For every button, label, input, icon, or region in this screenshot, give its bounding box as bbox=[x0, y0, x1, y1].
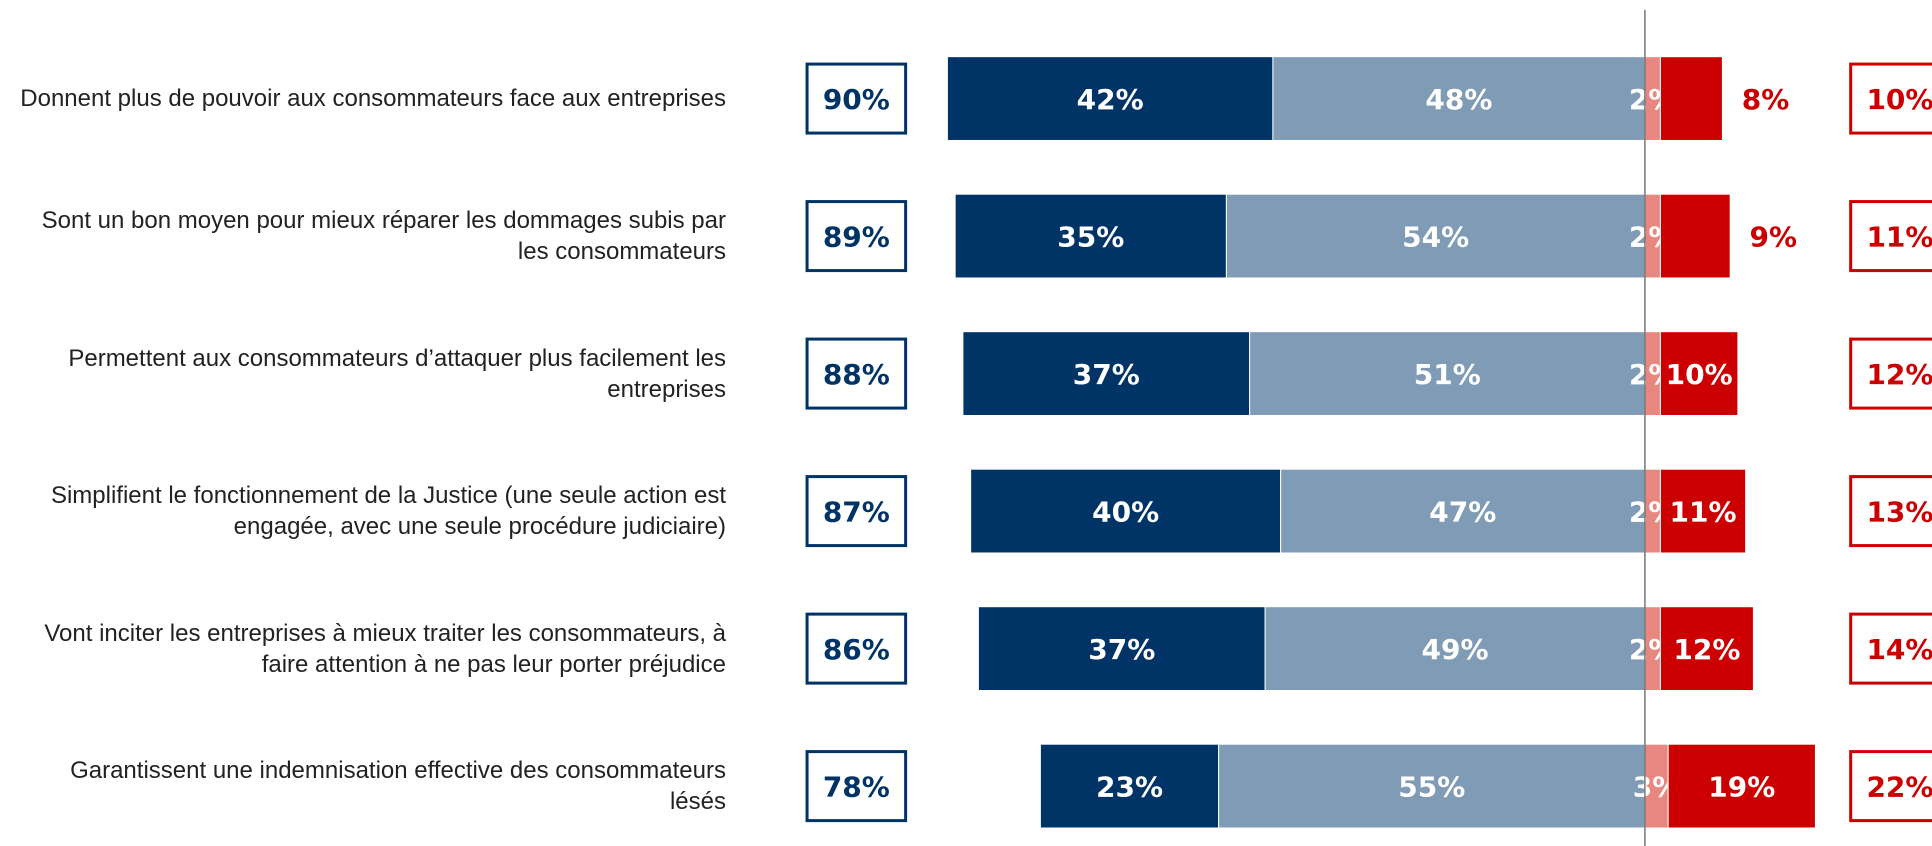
data-label: 49% bbox=[1422, 633, 1489, 666]
bar-segment bbox=[1659, 56, 1723, 141]
bar-segment bbox=[1249, 331, 1646, 416]
bar-segment bbox=[962, 331, 1251, 416]
bar-segment bbox=[970, 468, 1282, 554]
bar-segment bbox=[954, 193, 1227, 279]
bar-segment bbox=[1659, 606, 1754, 691]
bar-segment bbox=[1659, 468, 1747, 554]
data-label: 37% bbox=[1073, 358, 1140, 391]
total-box bbox=[805, 612, 908, 685]
total-label: 89% bbox=[823, 221, 890, 254]
category-label: Simplifient le fonctionnement de la Just… bbox=[50, 482, 726, 541]
total-label: 14% bbox=[1866, 633, 1932, 666]
total-label: 10% bbox=[1866, 83, 1932, 116]
total-box bbox=[1849, 612, 1932, 685]
total-box bbox=[1849, 337, 1932, 410]
category-label: Donnent plus de pouvoir aux consommateur… bbox=[20, 85, 726, 113]
total-label: 88% bbox=[823, 358, 890, 391]
bar-segment bbox=[1264, 606, 1646, 691]
bar-segment bbox=[1659, 331, 1739, 416]
data-label: 23% bbox=[1096, 771, 1163, 804]
bar-segment bbox=[1667, 743, 1816, 829]
total-box bbox=[1849, 62, 1932, 135]
total-label: 11% bbox=[1866, 221, 1932, 254]
data-label: 10% bbox=[1666, 358, 1733, 391]
data-label: 51% bbox=[1414, 358, 1481, 391]
data-label: 11% bbox=[1670, 496, 1737, 529]
data-label: 55% bbox=[1398, 771, 1465, 804]
data-label: 42% bbox=[1077, 83, 1144, 116]
data-label: 48% bbox=[1425, 83, 1492, 116]
total-label: 87% bbox=[823, 496, 890, 529]
total-label: 78% bbox=[823, 771, 890, 804]
total-box bbox=[1849, 475, 1932, 548]
total-box bbox=[805, 200, 908, 273]
data-label: 47% bbox=[1429, 496, 1496, 529]
total-label: 13% bbox=[1866, 496, 1932, 529]
total-label: 86% bbox=[823, 633, 890, 666]
data-label: 9% bbox=[1750, 221, 1798, 254]
bar-segment bbox=[1218, 743, 1646, 829]
total-box bbox=[805, 475, 908, 548]
total-label: 90% bbox=[823, 83, 890, 116]
data-label: 35% bbox=[1057, 221, 1124, 254]
total-label: 12% bbox=[1866, 358, 1932, 391]
bar-segment bbox=[946, 56, 1274, 141]
total-box bbox=[805, 337, 908, 410]
category-label: Vont inciter les entreprises à mieux tra… bbox=[44, 619, 726, 678]
total-label: 22% bbox=[1866, 771, 1932, 804]
bar-segment bbox=[1225, 193, 1646, 279]
total-box bbox=[1849, 200, 1932, 273]
bar-segment bbox=[1659, 193, 1731, 279]
category-label: Garantissent une indemnisation effective… bbox=[70, 757, 726, 816]
data-label: 12% bbox=[1673, 633, 1740, 666]
total-box bbox=[805, 750, 908, 823]
total-box bbox=[805, 62, 908, 135]
category-label: Sont un bon moyen pour mieux réparer les… bbox=[41, 207, 726, 266]
data-label: 37% bbox=[1088, 633, 1155, 666]
data-label: 8% bbox=[1742, 83, 1790, 116]
data-label: 40% bbox=[1092, 496, 1159, 529]
total-box bbox=[1849, 750, 1932, 823]
bar-segment bbox=[1039, 743, 1220, 829]
data-label: 19% bbox=[1708, 771, 1775, 804]
data-label: 54% bbox=[1402, 221, 1469, 254]
bar-segment bbox=[1272, 56, 1646, 141]
bar-segment bbox=[977, 606, 1266, 691]
category-label: Permettent aux consommateurs d’attaquer … bbox=[68, 344, 726, 403]
